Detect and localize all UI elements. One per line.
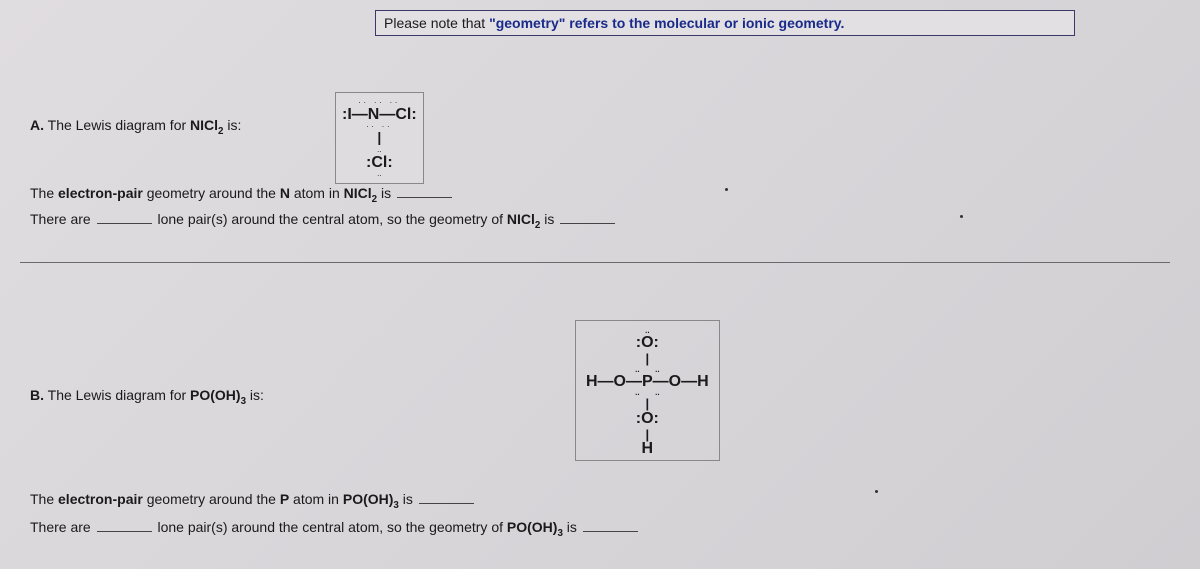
lewis-diagram-b: .. :O: | .. .. H—O—P—O—H .. .. | :O: | H	[575, 320, 720, 461]
note-prefix: Please note that	[384, 15, 489, 31]
b-prefix: B.	[30, 387, 44, 403]
section-a-line2: There are lone pair(s) around the centra…	[30, 210, 617, 231]
note-suffix: refers to the molecular or ionic geometr…	[565, 15, 844, 31]
b-text: The Lewis diagram for	[44, 387, 190, 403]
section-a-label: A. The Lewis diagram for NICl2 is:	[30, 117, 241, 137]
b-formula: PO(OH)3	[190, 387, 246, 403]
b-suffix: is:	[246, 387, 264, 403]
a-prefix: A.	[30, 117, 44, 133]
b-blank-lonepairs[interactable]	[97, 518, 152, 532]
a-text: The Lewis diagram for	[44, 117, 190, 133]
note-box: Please note that "geometry" refers to th…	[375, 10, 1075, 36]
a-suffix: is:	[223, 117, 241, 133]
artifact-dot	[875, 490, 878, 493]
lewis-diagram-a: .. .. .. :I—N—Cl: .. .. | .. :Cl: ..	[335, 92, 424, 184]
a-blank-geometry[interactable]	[397, 184, 452, 198]
artifact-dot	[725, 188, 728, 191]
lewis-a-dots-top: .. .. ..	[342, 97, 417, 106]
b-blank-geometry[interactable]	[419, 490, 474, 504]
b-blank-molecular[interactable]	[583, 518, 638, 532]
a-blank-molecular[interactable]	[560, 210, 615, 224]
section-b-line1: The electron-pair geometry around the P …	[30, 490, 476, 511]
a-formula: NICl2	[190, 117, 223, 133]
lewis-a-cl-dots-bot: ..	[342, 170, 417, 179]
section-b-label: B. The Lewis diagram for PO(OH)3 is:	[30, 387, 264, 407]
lewis-a-cl-dots-top: ..	[342, 146, 417, 155]
note-quoted: "geometry"	[489, 15, 565, 31]
section-divider	[20, 262, 1170, 263]
section-b-line2: There are lone pair(s) around the centra…	[30, 518, 640, 539]
a-blank-lonepairs[interactable]	[97, 210, 152, 224]
lewis-a-row2: |	[342, 130, 417, 145]
artifact-dot	[960, 215, 963, 218]
section-a-line1: The electron-pair geometry around the N …	[30, 184, 454, 205]
